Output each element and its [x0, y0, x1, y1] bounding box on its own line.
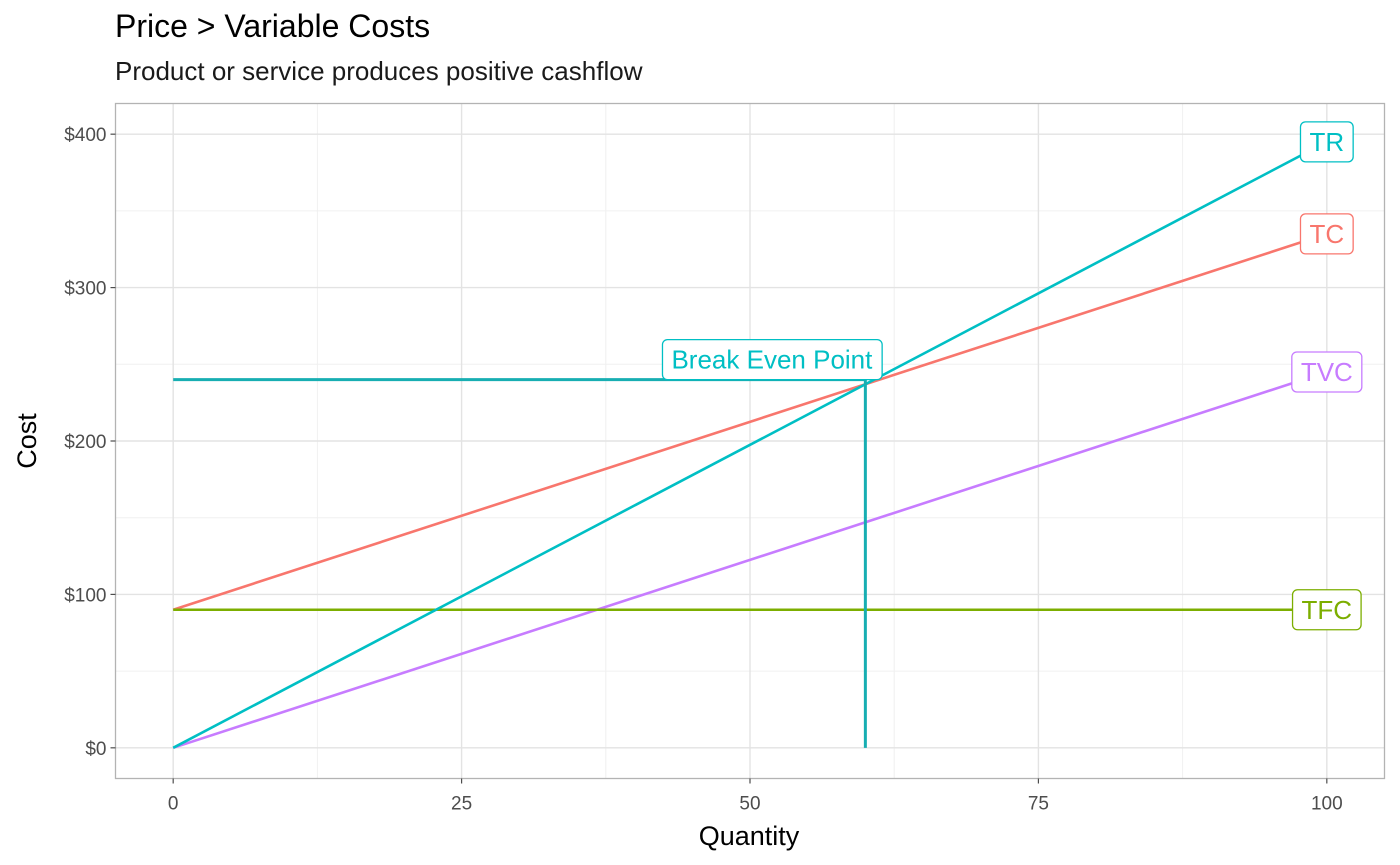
y-tick-label: $100 [64, 585, 106, 606]
x-tick-label: 75 [1028, 794, 1049, 815]
series-line-tr [172, 140, 1328, 749]
x-tick-label: 0 [168, 794, 179, 815]
x-axis-title: Quantity [699, 821, 800, 851]
series-label-tr-box [1299, 121, 1354, 163]
series-label-tr: TR [1299, 121, 1354, 163]
series-label-tc-text: TC [1309, 219, 1344, 249]
series-label-tvc-text: TVC [1301, 357, 1353, 387]
series-label-tr-text: TR [1309, 127, 1344, 157]
chart-subtitle: Product or service produces positive cas… [115, 56, 643, 86]
y-tick-label: $200 [64, 432, 106, 453]
series-label-tc: TC [1299, 213, 1354, 255]
series-label-tfc: TFC [1291, 589, 1362, 631]
y-tick-label: $300 [64, 279, 106, 300]
series-label-tfc-text: TFC [1302, 595, 1353, 625]
y-tick-label: $400 [64, 125, 106, 146]
x-tick-label: 25 [451, 794, 472, 815]
series-lines [172, 140, 1328, 750]
y-axis-title: Cost [12, 413, 42, 469]
y-axis-ticks: $0 $100 $200 $300 $400 [64, 125, 116, 760]
series-line-tc [172, 232, 1328, 611]
x-tick-label: 50 [739, 794, 760, 815]
break-even-label-text: Break Even Point [671, 345, 873, 375]
x-tick-label: 100 [1311, 794, 1343, 815]
series-label-tfc-box [1291, 589, 1362, 631]
series-line-tvc [172, 370, 1328, 750]
series-label-tvc: TVC [1291, 351, 1363, 393]
break-even-label-box [661, 338, 883, 381]
series-labels: TC TFC TR TVC Break Even Point [661, 121, 1363, 631]
series-label-tvc-box [1291, 351, 1363, 393]
break-even-label: Break Even Point [661, 338, 883, 381]
chart-title: Price > Variable Costs [115, 8, 431, 44]
y-tick-label: $0 [85, 739, 106, 760]
x-axis-ticks: 0 25 50 75 100 [168, 778, 1343, 815]
series-label-tc-box [1299, 213, 1354, 255]
